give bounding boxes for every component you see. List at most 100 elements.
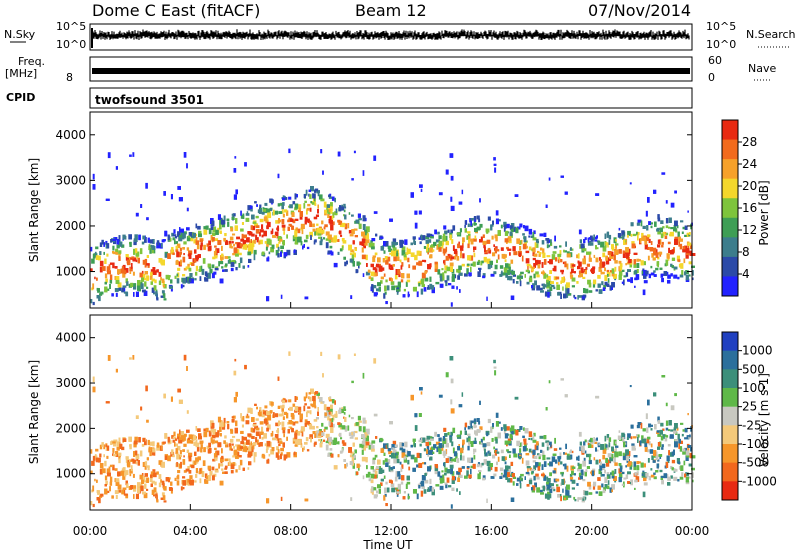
velocity-echo-cell — [588, 484, 592, 490]
velocity-echo-cell — [214, 470, 219, 473]
velocity-echo-cell — [630, 479, 633, 486]
velocity-echo-cell — [462, 455, 465, 461]
colorbar-tick-label: 8 — [742, 245, 750, 259]
power-echo-cell — [654, 221, 657, 227]
velocity-echo-cell — [252, 424, 257, 427]
power-echo-cell — [118, 250, 122, 254]
power-echo-cell — [605, 258, 610, 265]
velocity-echo-cell — [482, 436, 485, 441]
power-echo-cell — [105, 242, 107, 245]
velocity-echo-cell — [230, 429, 234, 434]
velocity-echo-cell — [606, 485, 610, 490]
power-echo-cell — [188, 250, 193, 255]
velocity-echo-cell — [384, 458, 388, 462]
power-echo-cell — [242, 213, 245, 219]
power-echo-cell — [594, 239, 598, 242]
power-echo-cell — [264, 202, 268, 206]
velocity-echo-cell — [401, 448, 406, 453]
power-echo-cell — [613, 237, 617, 244]
velocity-echo-cell — [115, 454, 118, 457]
velocity-echo-cell — [495, 412, 499, 418]
power-echo-cell — [451, 239, 454, 244]
power-echo-cell — [625, 247, 629, 253]
power-echo-cell — [622, 250, 625, 254]
power-echo-cell — [250, 244, 254, 250]
power-echo-cell — [373, 211, 378, 214]
power-echo-cell — [328, 218, 331, 224]
power-echo-cell — [509, 275, 513, 281]
velocity-echo-cell — [199, 468, 201, 475]
power-echo-cell — [278, 218, 280, 224]
velocity-echo-cell — [559, 447, 562, 450]
velocity-echo-cell — [509, 427, 513, 433]
power-echo-cell — [355, 219, 359, 224]
power-echo-cell — [241, 222, 244, 225]
power-echo-cell — [474, 219, 476, 222]
velocity-echo-cell — [546, 480, 551, 483]
power-echo-cell — [592, 266, 596, 270]
power-echo-cell — [183, 152, 187, 158]
velocity-echo-cell — [371, 489, 374, 495]
power-echo-cell — [255, 215, 259, 219]
velocity-echo-cell — [265, 449, 268, 453]
power-echo-cell — [558, 255, 561, 260]
power-echo-cell — [318, 228, 322, 234]
power-echo-cell — [195, 240, 200, 245]
power-echo-cell — [294, 193, 297, 200]
velocity-echo-cell — [337, 422, 341, 425]
power-echo-cell — [99, 260, 104, 267]
power-echo-cell — [239, 252, 242, 256]
velocity-echo-cell — [685, 476, 689, 483]
power-echo-cell — [180, 228, 184, 233]
velocity-echo-cell — [509, 478, 513, 483]
power-echo-cell — [650, 241, 653, 245]
power-echo-cell — [275, 250, 279, 256]
velocity-echo-cell — [450, 458, 455, 462]
power-echo-cell — [348, 212, 351, 215]
velocity-echo-cell — [295, 429, 298, 434]
power-echo-cell — [611, 244, 614, 250]
power-echo-cell — [191, 262, 195, 266]
power-echo-cell — [587, 279, 591, 285]
velocity-echo-cell — [663, 473, 668, 479]
power-echo-cell — [234, 156, 237, 159]
velocity-echo-cell — [280, 405, 284, 409]
power-echo-cell — [438, 192, 443, 196]
power-echo-cell — [474, 227, 478, 233]
velocity-echo-cell — [522, 435, 525, 438]
velocity-echo-cell — [365, 428, 370, 435]
power-echo-cell — [343, 209, 346, 213]
velocity-echo-cell — [566, 484, 570, 490]
velocity-echo-cell — [361, 444, 364, 449]
velocity-echo-cell — [238, 465, 241, 470]
velocity-echo-cell — [636, 461, 640, 465]
velocity-echo-cell — [538, 456, 541, 460]
velocity-echo-cell — [266, 424, 271, 430]
velocity-echo-cell — [428, 436, 433, 440]
power-echo-cell — [382, 267, 385, 271]
power-echo-cell — [177, 267, 181, 271]
velocity-echo-cell — [248, 451, 252, 455]
velocity-echo-cell — [104, 484, 107, 487]
velocity-echo-cell — [599, 465, 603, 471]
power-echo-cell — [470, 266, 472, 272]
velocity-echo-cell — [476, 429, 481, 433]
velocity-echo-cell — [139, 474, 143, 480]
power-echo-cell — [113, 237, 118, 240]
power-echo-cell — [490, 273, 495, 277]
power-echo-cell — [606, 283, 610, 287]
velocity-echo-cell — [329, 448, 333, 451]
velocity-echo-cell — [391, 444, 395, 450]
velocity-echo-cell — [686, 435, 690, 440]
power-echo-cell — [186, 163, 188, 169]
power-echo-cell — [186, 236, 190, 242]
power-echo-cell — [293, 249, 296, 253]
velocity-echo-cell — [483, 445, 486, 451]
velocity-echo-cell — [547, 463, 551, 466]
power-echo-cell — [650, 265, 653, 269]
velocity-echo-cell — [430, 438, 434, 441]
velocity-echo-cell — [527, 466, 529, 472]
power-echo-cell — [377, 257, 381, 263]
power-echo-cell — [150, 244, 153, 248]
colorbar-segment — [722, 217, 738, 238]
